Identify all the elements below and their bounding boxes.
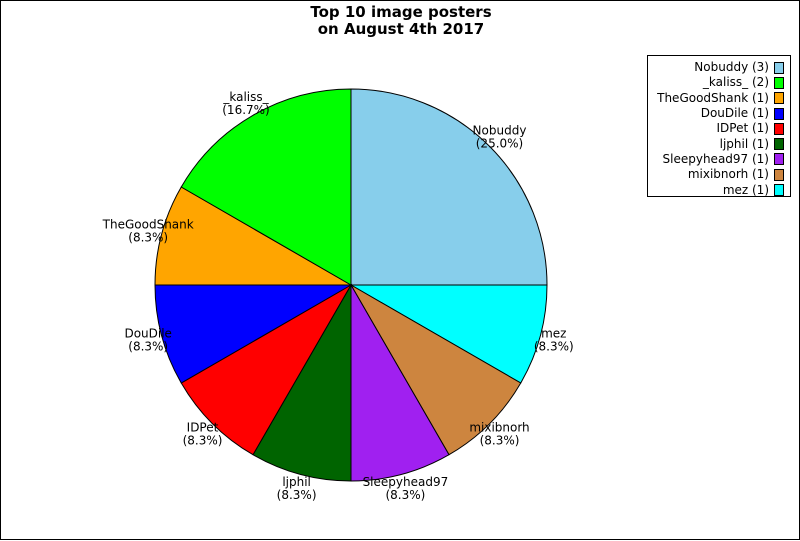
legend-entry-3: DouDile (1) — [648, 106, 784, 121]
legend-entry-label: IDPet (1) — [716, 121, 770, 136]
legend-swatch — [774, 122, 784, 135]
slice-label-1: mez(8.3%) — [534, 326, 574, 353]
pie-slice-4 — [252, 283, 352, 482]
legend-swatch — [774, 138, 784, 151]
legend-entry-6: Sleepyhead97 (1) — [648, 152, 784, 167]
legend-entry-label: Nobuddy (3) — [694, 60, 769, 75]
slice-label-name-2: mixibnorh — [469, 421, 529, 435]
legend-entry-4: IDPet (1) — [648, 121, 784, 136]
legend-entry-5: ljphil (1) — [648, 136, 784, 151]
pie-slice-2 — [349, 283, 522, 456]
slice-label-name-8: _kaliss_ — [222, 90, 269, 104]
chart-title-line-2: on August 4th 2017 — [317, 20, 485, 38]
slice-label-name-6: DouDile — [124, 326, 171, 340]
slice-label-percent-1: (8.3%) — [534, 339, 574, 353]
legend-entry-0: Nobuddy (3) — [648, 60, 784, 75]
legend-swatch — [774, 168, 784, 181]
legend-swatch — [774, 107, 784, 120]
legend-entry-7: mixibnorh (1) — [648, 167, 784, 182]
legend-entry-label: TheGoodShank (1) — [657, 90, 769, 105]
legend-entry-label: ljphil (1) — [719, 136, 769, 151]
slice-label-name-7: TheGoodShank — [102, 218, 194, 232]
legend-swatch — [774, 153, 784, 166]
legend-entry-8: mez (1) — [648, 182, 784, 197]
slice-label-percent-7: (8.3%) — [128, 231, 168, 245]
legend-entry-label: mez (1) — [722, 182, 769, 197]
chart-legend: Nobuddy (3) _kaliss_ (2) TheGoodShank (1) D… — [647, 55, 791, 197]
slice-label-percent-2: (8.3%) — [480, 434, 520, 448]
legend-swatch — [774, 76, 784, 89]
legend-entry-2: TheGoodShank (1) — [648, 91, 784, 106]
legend-entry-label: mixibnorh (1) — [687, 167, 769, 182]
slice-label-percent-3: (8.3%) — [385, 488, 425, 502]
slice-label-name-0: Nobuddy — [473, 124, 527, 138]
pie-slice-1 — [349, 284, 548, 384]
slice-label-name-5: IDPet — [187, 421, 219, 435]
slice-label-percent-6: (8.3%) — [128, 339, 168, 353]
slice-label-name-4: ljphil — [282, 475, 311, 489]
slice-label-percent-5: (8.3%) — [183, 434, 223, 448]
slice-label-name-3: Sleepyhead97 — [363, 475, 449, 489]
pie-slice-0 — [350, 88, 548, 286]
chart-title-line-1: Top 10 image posters — [310, 3, 492, 21]
chart-title: Top 10 image posters on August 4th 2017 — [1, 4, 800, 38]
slice-label-5: IDPet(8.3%) — [183, 421, 223, 448]
slice-label-percent-0: (25.0%) — [476, 137, 523, 151]
legend-swatch — [774, 92, 784, 105]
pie-slice-6 — [154, 284, 353, 384]
slice-label-percent-4: (8.3%) — [277, 488, 317, 502]
pie-slice-3 — [350, 283, 450, 482]
slice-label-0: Nobuddy(25.0%) — [473, 124, 527, 151]
slice-label-2: mixibnorh(8.3%) — [469, 421, 529, 448]
slice-label-4: ljphil(8.3%) — [277, 475, 317, 502]
legend-entry-label: DouDile (1) — [700, 106, 769, 121]
legend-entry-label: _kaliss_ (2) — [702, 75, 769, 90]
slice-label-name-1: mez — [541, 326, 566, 340]
slice-label-6: DouDile(8.3%) — [124, 326, 171, 353]
legend-swatch — [774, 184, 784, 197]
slice-label-8: _kaliss_(16.7%) — [222, 90, 269, 117]
pie-slice-7 — [154, 186, 353, 286]
legend-entry-label: Sleepyhead97 (1) — [662, 151, 769, 166]
legend-swatch — [774, 61, 784, 74]
pie-slice-5 — [180, 283, 353, 456]
slice-label-7: TheGoodShank(8.3%) — [102, 218, 194, 245]
pie-slice-8 — [180, 88, 352, 286]
slice-label-percent-8: (16.7%) — [222, 103, 269, 117]
slice-label-3: Sleepyhead97(8.3%) — [363, 475, 449, 502]
legend-entry-1: _kaliss_ (2) — [648, 75, 784, 90]
